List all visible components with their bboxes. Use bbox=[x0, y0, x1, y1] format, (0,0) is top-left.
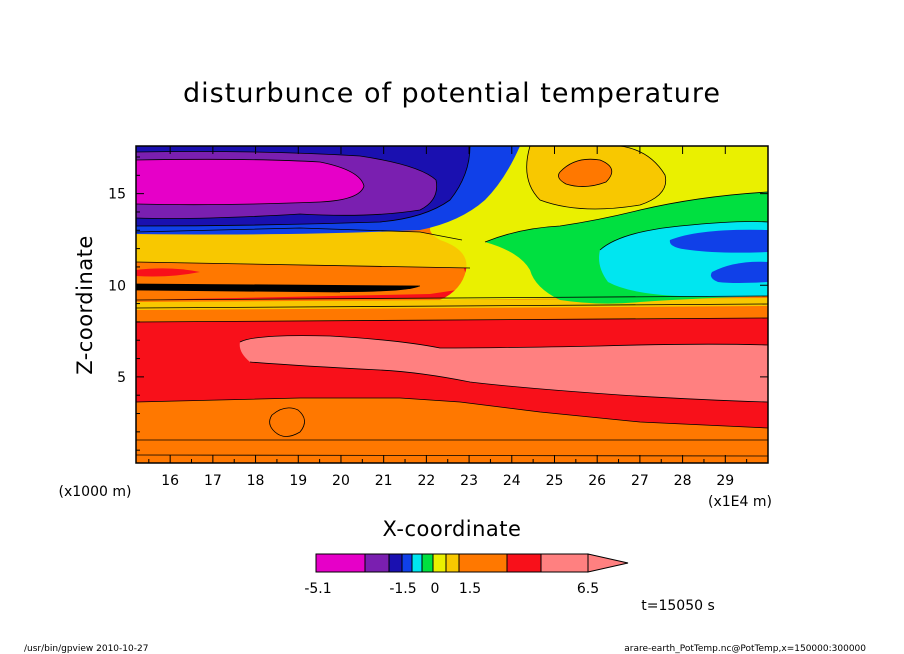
region-pink bbox=[239, 335, 768, 402]
colorbar-label-zero: 0 bbox=[431, 581, 440, 597]
x-axis-ticks: 16 17 18 19 20 21 22 23 24 25 26 27 28 29 bbox=[148, 146, 748, 489]
colorbar-segment bbox=[432, 553, 447, 573]
x-tick-label: 21 bbox=[375, 473, 393, 489]
y-unit-note: (x1000 m) bbox=[59, 484, 132, 500]
footer-right: arare-earth_PotTemp.nc@PotTemp,x=150000:… bbox=[624, 644, 866, 654]
colorbar-segment bbox=[401, 553, 413, 573]
band-red-thin bbox=[136, 268, 200, 277]
colorbar-label-pos: 1.5 bbox=[459, 581, 481, 597]
colorbar-arrow bbox=[587, 553, 629, 573]
colorbar-segment bbox=[421, 553, 434, 573]
x-tick-label: 25 bbox=[546, 473, 564, 489]
time-label: t=15050 s bbox=[641, 598, 715, 614]
band-black-thin bbox=[136, 284, 420, 292]
x-tick-label: 22 bbox=[417, 473, 435, 489]
blob-blue-right-2 bbox=[710, 261, 768, 283]
colorbar-segment bbox=[411, 553, 423, 573]
x-tick-label: 29 bbox=[716, 473, 734, 489]
chart-title: disturbunce of potential temperature bbox=[183, 78, 721, 109]
x-tick-label: 18 bbox=[247, 473, 265, 489]
x-tick-label: 24 bbox=[503, 473, 521, 489]
blob-blue-right-1 bbox=[669, 229, 768, 253]
x-tick-label: 19 bbox=[289, 473, 307, 489]
colorbar-segment bbox=[506, 553, 542, 573]
colorbar-segment bbox=[315, 553, 366, 573]
x-tick-label: 17 bbox=[204, 473, 222, 489]
x-tick-label: 23 bbox=[460, 473, 478, 489]
x-tick-label: 27 bbox=[631, 473, 649, 489]
footer-left: /usr/bin/gpview 2010-10-27 bbox=[24, 644, 148, 654]
blob-orange-top bbox=[558, 159, 612, 187]
y-tick-label: 15 bbox=[108, 187, 126, 203]
x-tick-label: 26 bbox=[588, 473, 606, 489]
colorbar-segment bbox=[445, 553, 460, 573]
blob-orange-small bbox=[269, 407, 305, 437]
colorbar-label-max: 6.5 bbox=[577, 581, 599, 597]
y-axis-title: Z-coordinate bbox=[73, 235, 97, 375]
colorbar-labels: -5.1 -1.5 0 1.5 6.5 bbox=[304, 581, 599, 597]
colorbar-segment bbox=[540, 553, 589, 573]
region-magenta-top bbox=[136, 159, 364, 205]
x-unit-note: (x1E4 m) bbox=[708, 494, 772, 510]
y-tick-label: 5 bbox=[117, 370, 126, 386]
x-axis-title: X-coordinate bbox=[383, 517, 522, 541]
colorbar-segment bbox=[458, 553, 508, 573]
contour-lines bbox=[136, 146, 768, 457]
x-tick-label: 28 bbox=[674, 473, 692, 489]
x-tick-label: 16 bbox=[161, 473, 179, 489]
y-axis-ticks: 5 10 15 bbox=[108, 156, 768, 451]
colorbar bbox=[315, 553, 629, 573]
y-tick-label: 10 bbox=[108, 278, 126, 294]
band-gold-upper bbox=[136, 228, 470, 268]
plot-frame bbox=[135, 145, 769, 464]
plot-area bbox=[136, 146, 768, 463]
colorbar-segment bbox=[364, 553, 390, 573]
colorbar-label-neg: -1.5 bbox=[389, 581, 416, 597]
colorbar-label-min: -5.1 bbox=[304, 581, 331, 597]
x-tick-label: 20 bbox=[332, 473, 350, 489]
colorbar-segment bbox=[388, 553, 403, 573]
